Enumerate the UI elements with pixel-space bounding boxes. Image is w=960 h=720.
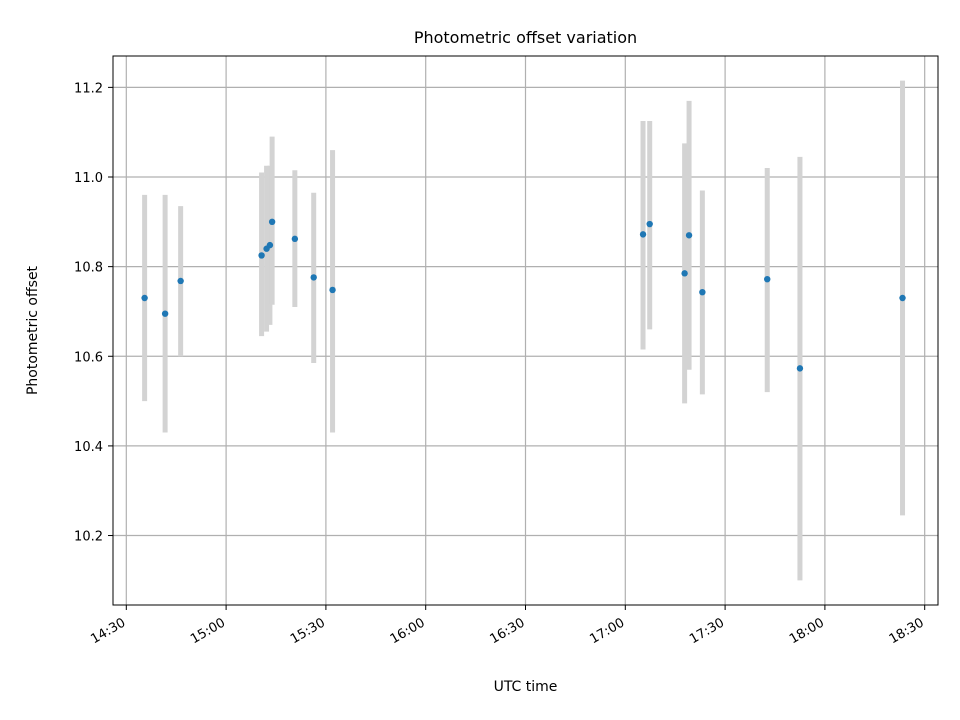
data-point [177, 277, 184, 285]
y-tick-label: 10.6 [74, 350, 103, 365]
data-point [646, 220, 653, 228]
data-point [899, 294, 906, 302]
y-tick-label: 10.4 [74, 440, 103, 455]
data-point [699, 288, 706, 296]
data-point [681, 270, 688, 277]
data-point [329, 286, 336, 294]
y-axis-ticks: 10.2 10.4 10.6 10.8 11.0 11.2 [74, 81, 113, 545]
data-point [161, 310, 169, 317]
y-tick-label: 10.8 [74, 261, 103, 276]
data-point [310, 274, 317, 281]
data-point [685, 232, 693, 239]
y-tick-label: 11.0 [74, 171, 103, 186]
data-point [796, 365, 804, 372]
y-tick-label: 10.2 [74, 530, 103, 545]
data-point [268, 218, 276, 226]
data-points [141, 218, 906, 372]
data-point [291, 235, 299, 243]
data-point [639, 231, 647, 238]
x-axis-label: UTC time [494, 679, 558, 695]
chart-title: Photometric offset variation [414, 28, 637, 47]
y-tick-label: 11.2 [74, 81, 103, 96]
data-point [764, 275, 771, 283]
y-axis-label: Photometric offset [25, 265, 41, 395]
data-point [266, 241, 274, 249]
data-point [141, 294, 148, 302]
data-point [258, 252, 265, 259]
